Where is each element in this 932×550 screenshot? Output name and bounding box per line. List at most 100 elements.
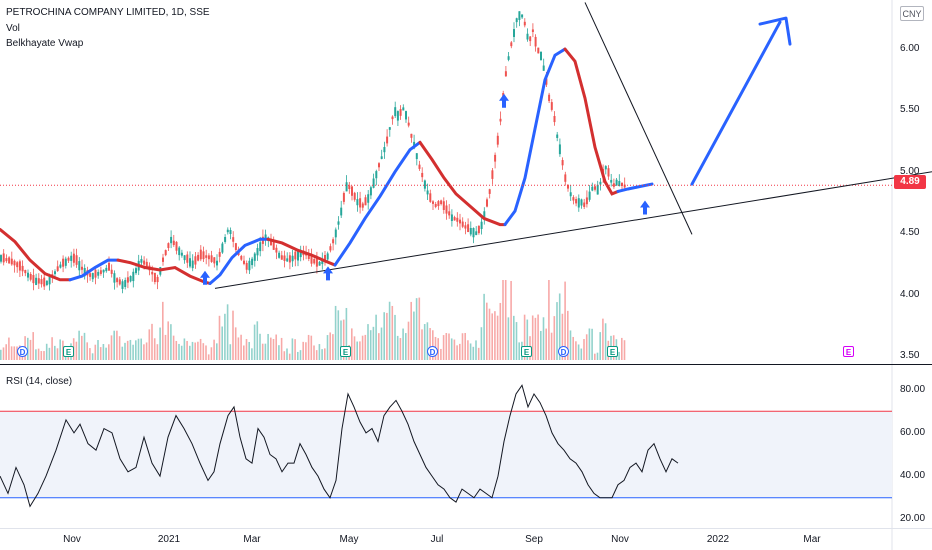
- candle-body: [369, 187, 372, 196]
- volume-bar: [531, 315, 534, 360]
- volume-bar: [405, 333, 407, 360]
- volume-bar: [94, 344, 97, 360]
- candle-body: [110, 269, 113, 274]
- time-tick-label: May: [339, 534, 359, 545]
- currency-badge[interactable]: CNY: [900, 6, 924, 21]
- vol-indicator-label[interactable]: Vol: [6, 23, 20, 34]
- candle-body: [140, 259, 143, 263]
- vwap-indicator-label[interactable]: Belkhayate Vwap: [6, 38, 84, 49]
- candle-body: [24, 270, 27, 274]
- volume-bar: [359, 341, 361, 360]
- candle-body: [521, 14, 524, 18]
- volume-bar: [423, 324, 426, 360]
- earnings-marker[interactable]: E: [607, 346, 618, 357]
- volume-bar: [151, 323, 153, 360]
- earnings-marker[interactable]: E: [521, 346, 532, 357]
- candle-body: [553, 116, 556, 123]
- volume-bar: [291, 338, 294, 360]
- volume-bar: [356, 341, 358, 360]
- volume-bar: [197, 341, 199, 360]
- price-candles: [0, 11, 626, 294]
- dividend-marker[interactable]: D: [17, 346, 28, 357]
- candle-body: [264, 234, 267, 240]
- candle-body: [499, 118, 502, 122]
- candle-body: [70, 255, 73, 261]
- earnings-marker[interactable]: E: [340, 346, 351, 357]
- candle-body: [469, 227, 472, 235]
- candle-body: [0, 255, 2, 262]
- volume-bar: [294, 339, 296, 360]
- volume-bar: [207, 354, 210, 360]
- candle-body: [353, 192, 356, 200]
- volume-bar: [469, 343, 472, 360]
- candle-body: [318, 261, 321, 266]
- earnings-marker[interactable]: E: [843, 346, 854, 357]
- candle-body: [356, 199, 359, 206]
- volume-bar: [367, 324, 369, 360]
- candle-body: [599, 181, 602, 185]
- vwap-segment-up: [68, 258, 120, 282]
- candle-body: [291, 255, 294, 262]
- volume-bar: [251, 348, 253, 360]
- candle-body: [504, 71, 507, 77]
- candle-body: [275, 247, 278, 253]
- volume-bar: [116, 330, 118, 360]
- volume-bar: [604, 323, 607, 360]
- candle-body: [432, 201, 434, 204]
- candle-body: [448, 211, 451, 216]
- volume-bar: [518, 342, 520, 360]
- candle-body: [367, 194, 370, 203]
- volume-bar: [253, 324, 256, 360]
- candle-body: [288, 255, 291, 263]
- candle-body: [507, 56, 510, 60]
- volume-bar: [310, 335, 313, 360]
- candle-body: [604, 166, 607, 170]
- candle-body: [550, 102, 553, 110]
- volume-bar: [210, 347, 213, 360]
- volume-bar: [99, 347, 102, 360]
- volume-bar: [410, 301, 412, 360]
- up-arrow-icon: [323, 266, 333, 281]
- volume-bar: [37, 348, 40, 360]
- candle-body: [483, 211, 486, 218]
- trend-line-1: [584, 2, 693, 235]
- volume-bar: [299, 350, 302, 360]
- volume-bar: [110, 335, 113, 360]
- candle-body: [210, 255, 213, 262]
- candle-body: [54, 271, 56, 275]
- volume-bar: [326, 335, 329, 360]
- volume-bar: [213, 339, 215, 360]
- dividend-marker[interactable]: D: [427, 346, 438, 357]
- volume-bar: [361, 335, 364, 360]
- candle-body: [577, 198, 580, 208]
- volume-bar: [378, 333, 380, 360]
- candle-body: [558, 144, 561, 155]
- candle-body: [607, 168, 610, 177]
- candle-body: [280, 255, 283, 260]
- candle-body: [2, 253, 5, 263]
- volume-bar: [86, 342, 88, 360]
- volume-bar: [621, 337, 623, 360]
- dividend-marker[interactable]: D: [558, 346, 569, 357]
- candle-body: [43, 277, 46, 287]
- candle-body: [5, 258, 8, 262]
- volume-bar: [334, 305, 337, 360]
- vwap-segment-down: [418, 140, 507, 227]
- volume-bar: [332, 334, 334, 360]
- volume-bar: [569, 330, 572, 360]
- time-tick-label: Sep: [525, 534, 543, 545]
- volume-bar: [280, 337, 283, 360]
- rsi-indicator-label[interactable]: RSI (14, close): [6, 376, 73, 387]
- volume-bar: [175, 340, 178, 360]
- volume-bar: [140, 338, 142, 360]
- time-tick-label: Mar: [803, 534, 821, 545]
- volume-bar: [523, 314, 526, 360]
- candle-body: [556, 134, 559, 138]
- candle-body: [191, 260, 194, 269]
- candle-body: [415, 153, 418, 160]
- candle-body: [64, 258, 67, 266]
- volume-bar: [10, 346, 13, 360]
- rsi-line: [0, 384, 679, 508]
- candle-body: [540, 51, 542, 61]
- earnings-marker[interactable]: E: [63, 346, 74, 357]
